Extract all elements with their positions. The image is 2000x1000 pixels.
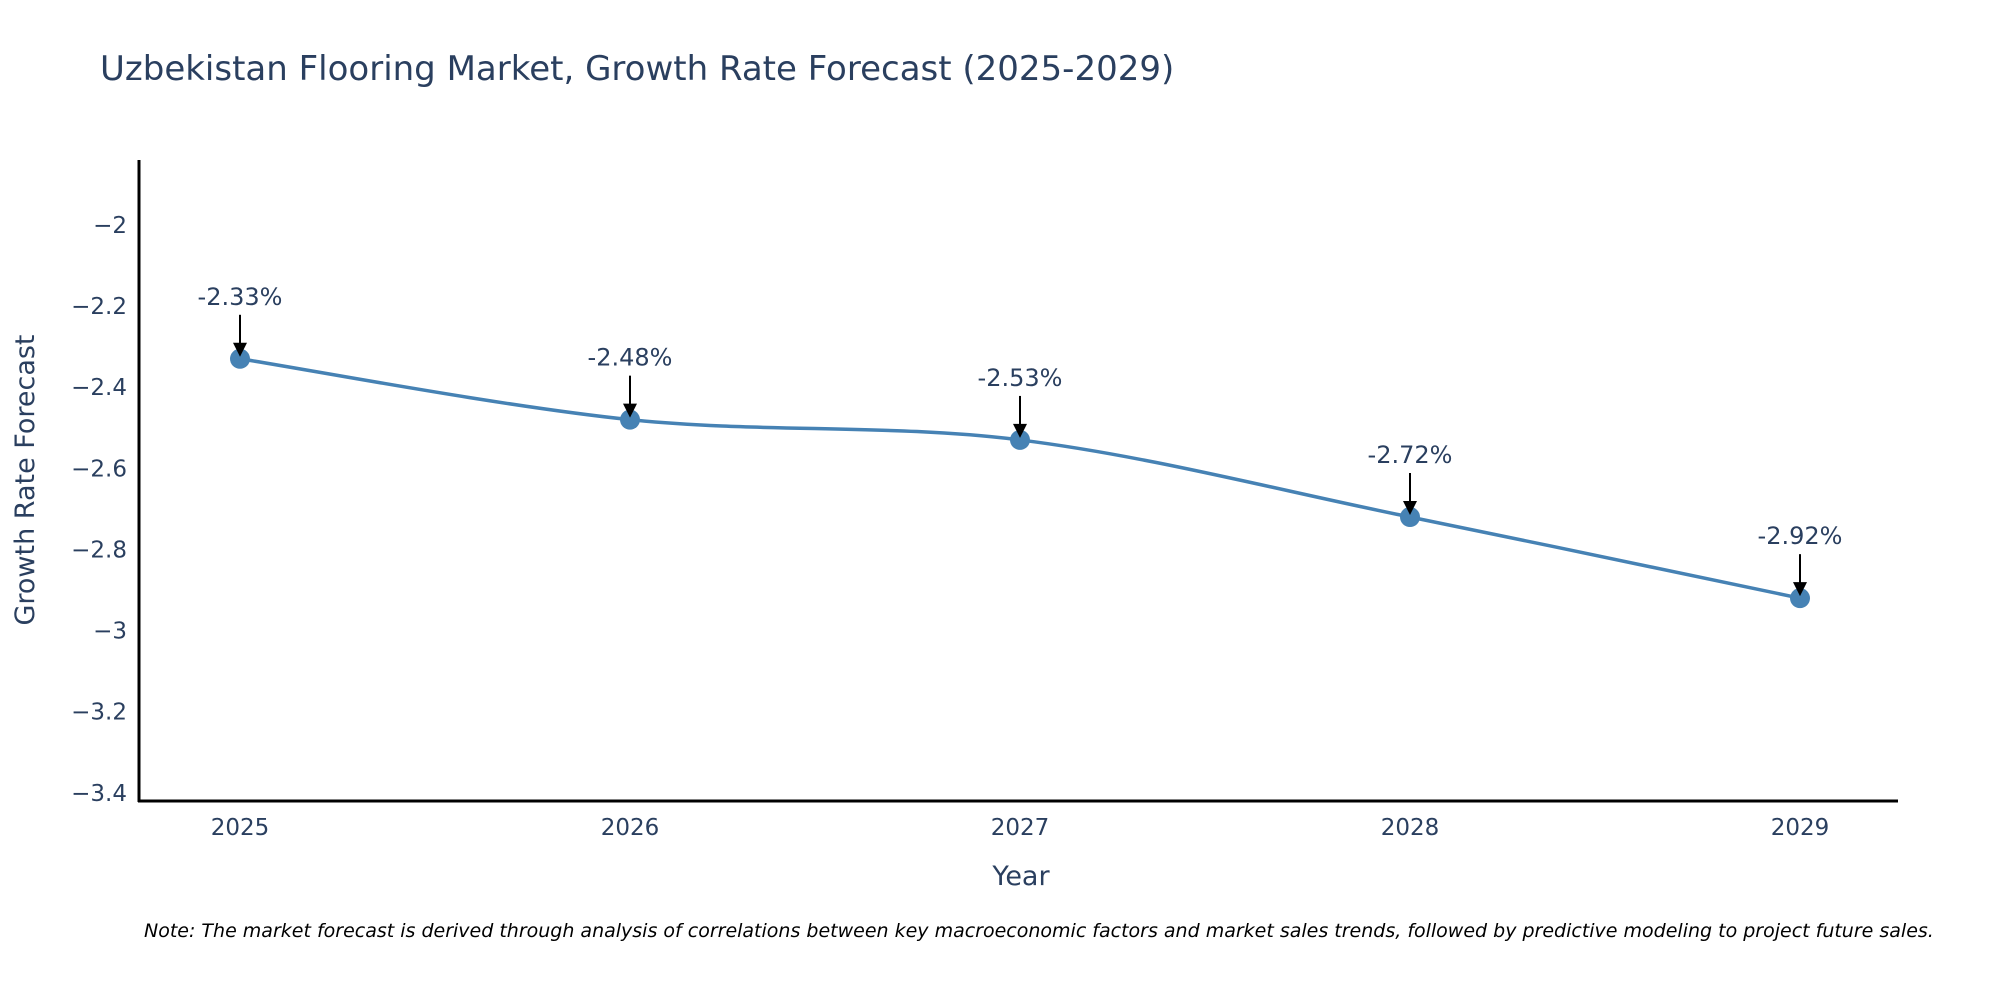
x-tick-label: 2025 [211, 815, 270, 841]
data-point-2026[interactable] [620, 409, 640, 430]
data-point-2025[interactable] [230, 348, 250, 369]
y-tick-label: −2.2 [71, 294, 127, 320]
data-label: -2.92% [1758, 522, 1843, 550]
y-tick-label: −2.6 [71, 456, 127, 482]
data-label: -2.53% [978, 364, 1063, 392]
annotation-arrowhead [233, 342, 247, 357]
y-tick-label: −2 [93, 213, 127, 239]
x-tick-label: 2029 [1771, 815, 1830, 841]
x-tick-label: 2028 [1381, 815, 1440, 841]
y-tick-labels: −2 −2.2 −2.4 −2.6 −2.8 −3 −3.2 −3.4 [71, 213, 127, 807]
x-tick-label: 2027 [991, 815, 1050, 841]
x-tick-label: 2026 [601, 815, 660, 841]
data-label: -2.48% [588, 344, 673, 372]
series-line-group [238, 357, 1802, 600]
annotation-arrowhead [1013, 423, 1027, 438]
x-axis-label: Year [991, 861, 1050, 892]
footnote: Note: The market forecast is derived thr… [144, 920, 1934, 942]
y-axis-label: Growth Rate Forecast [10, 334, 41, 625]
y-tick-label: −3 [93, 619, 127, 645]
data-label: -2.72% [1368, 441, 1453, 469]
y-tick-label: −3.4 [71, 781, 127, 807]
y-tick-label: −2.4 [71, 375, 127, 401]
series-line [238, 357, 1802, 600]
data-point-2028[interactable] [1400, 507, 1420, 528]
y-tick-label: −3.2 [71, 700, 127, 726]
data-point-markers [230, 348, 1810, 609]
data-point-2027[interactable] [1010, 429, 1030, 450]
data-label-annotations: -2.33% -2.48% -2.53% -2.72% -2.92% [198, 283, 1843, 597]
x-tick-labels: 2025 2026 2027 2028 2029 [211, 815, 1830, 841]
data-label: -2.33% [198, 283, 283, 311]
annotation-arrowhead [1793, 582, 1807, 597]
y-tick-label: −2.8 [71, 537, 127, 563]
annotation-arrowhead [623, 403, 637, 418]
annotation-arrowhead [1403, 501, 1417, 516]
chart-title: Uzbekistan Flooring Market, Growth Rate … [100, 49, 1174, 89]
data-point-2029[interactable] [1790, 588, 1810, 609]
